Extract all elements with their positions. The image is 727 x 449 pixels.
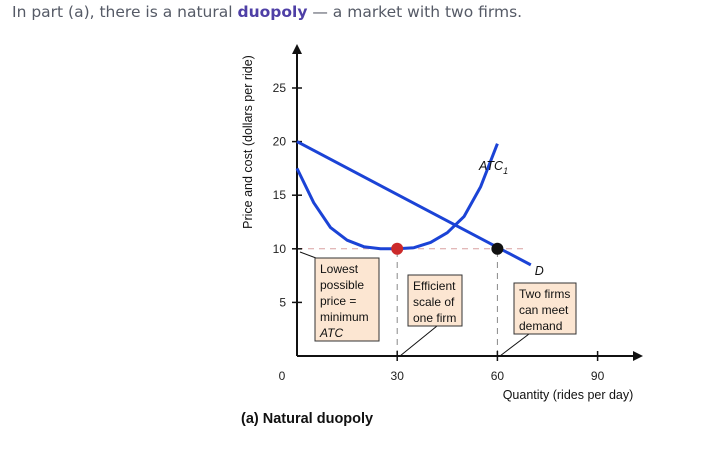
x-tick-label: 90 — [591, 369, 605, 383]
y-tick-label: 15 — [273, 188, 287, 202]
annotation-line: possible — [320, 278, 364, 292]
annotation-leader — [499, 333, 530, 357]
annotation-line: Two firms — [519, 287, 570, 301]
atc-curve-label: ATC1 — [478, 159, 508, 176]
x-tick-label: 30 — [391, 369, 405, 383]
annotation-line: price = — [320, 294, 356, 308]
annotation-line: one firm — [413, 311, 456, 325]
annotation-line: ATC — [319, 326, 343, 340]
annotation-leader — [399, 325, 438, 357]
x-tick-label: 60 — [491, 369, 505, 383]
annotation-line: minimum — [320, 310, 369, 324]
intro-before: In part (a), there is a natural — [12, 3, 238, 21]
demand-curve — [296, 140, 532, 267]
annotation-line: demand — [519, 319, 562, 333]
annotation-line: Efficient — [413, 279, 456, 293]
annotation-line: Lowest — [320, 262, 359, 276]
x-axis-arrow — [633, 351, 643, 361]
lowest-price-annotation — [314, 257, 380, 342]
minimum-atc-point — [391, 242, 404, 255]
annotation-line: scale of — [413, 295, 455, 309]
duopoly-keyword: duopoly — [237, 3, 308, 21]
demand-curve-label: D — [535, 264, 544, 278]
intro-after: — a market with two firms. — [307, 3, 523, 21]
two-firm-output-point — [491, 242, 504, 255]
x-axis-label: Quantity (rides per day) — [503, 388, 634, 402]
intro-text: In part (a), there is a natural duopoly … — [12, 3, 522, 21]
annotation-line: can meet — [519, 303, 569, 317]
y-tick-label: 10 — [273, 242, 287, 256]
two-firms-annotation — [513, 282, 577, 335]
y-tick-label: 20 — [273, 135, 287, 149]
chart-caption: (a) Natural duopoly — [241, 411, 374, 427]
y-axis-arrow — [292, 44, 302, 54]
y-axis-label: Price and cost (dollars per ride) — [241, 55, 255, 229]
efficient-scale-annotation — [407, 274, 463, 327]
y-tick-label: 5 — [279, 295, 286, 309]
x-tick-label: 0 — [279, 369, 286, 383]
annotation-leader — [299, 251, 317, 259]
y-tick-label: 25 — [273, 81, 287, 95]
